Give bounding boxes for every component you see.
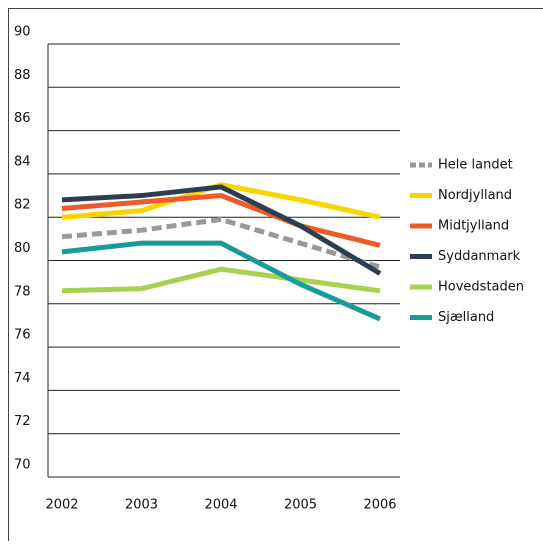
legend-label: Hovedstaden bbox=[438, 280, 524, 295]
y-tick-label: 74 bbox=[14, 371, 31, 386]
y-tick-label: 80 bbox=[14, 241, 31, 256]
x-tick-label: 2006 bbox=[363, 498, 396, 513]
legend-label: Nordjylland bbox=[438, 188, 512, 203]
y-tick-label: 78 bbox=[14, 284, 31, 299]
x-tick-label: 2003 bbox=[125, 498, 158, 513]
legend-label: Hele landet bbox=[438, 158, 513, 173]
y-tick-label: 82 bbox=[14, 198, 31, 213]
x-tick-label: 2004 bbox=[204, 498, 237, 513]
line bbox=[62, 269, 380, 291]
y-tick-label: 88 bbox=[14, 68, 31, 83]
legend-label: Sjælland bbox=[438, 310, 494, 325]
legend-label: Midtjylland bbox=[438, 219, 509, 234]
legend-label: Syddanmark bbox=[438, 249, 521, 264]
x-tick-label: 2002 bbox=[45, 498, 78, 513]
x-tick-label: 2005 bbox=[284, 498, 317, 513]
y-tick-label: 86 bbox=[14, 111, 31, 126]
y-tick-label: 90 bbox=[14, 25, 31, 40]
y-tick-label: 84 bbox=[14, 154, 31, 169]
y-tick-label: 70 bbox=[14, 458, 31, 473]
y-tick-label: 76 bbox=[14, 328, 31, 343]
y-tick-label: 72 bbox=[14, 414, 31, 429]
